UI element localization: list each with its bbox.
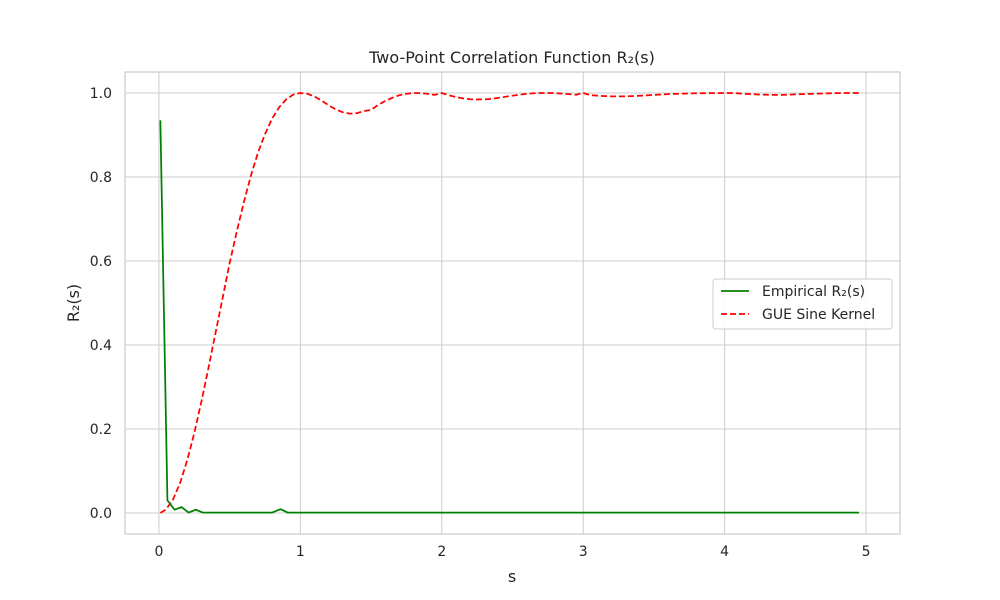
series-line-empirical <box>159 120 859 514</box>
x-tick-label: 1 <box>296 544 305 560</box>
x-tick-label: 4 <box>720 544 729 560</box>
x-tick-label: 2 <box>437 544 446 560</box>
legend-box <box>712 278 893 330</box>
x-axis-ticks: 0 1 2 3 4 5 <box>154 544 870 560</box>
chart-title: Two-Point Correlation Function R₂(s) <box>368 48 655 67</box>
series-layer <box>159 92 859 514</box>
series-line-gue-sine-kernel <box>159 92 859 514</box>
x-tick-label: 3 <box>579 544 588 560</box>
y-axis-label: R₂(s) <box>64 284 83 322</box>
plot-frame <box>124 71 901 535</box>
x-axis-label: s <box>508 567 516 586</box>
y-tick-label: 0.6 <box>90 254 112 270</box>
x-tick-label: 5 <box>862 544 871 560</box>
legend: Empirical R₂(s) GUE Sine Kernel <box>712 278 893 330</box>
legend-label-gue: GUE Sine Kernel <box>762 307 875 323</box>
legend-label-empirical: Empirical R₂(s) <box>762 284 865 300</box>
y-axis-ticks: 0.0 0.2 0.4 0.6 0.8 1.0 <box>90 86 112 522</box>
y-tick-label: 0.8 <box>90 170 112 186</box>
y-tick-label: 0.4 <box>90 338 112 354</box>
x-tick-label: 0 <box>154 544 163 560</box>
y-tick-label: 0.0 <box>90 506 112 522</box>
y-tick-label: 1.0 <box>90 86 112 102</box>
y-tick-label: 0.2 <box>90 422 112 438</box>
